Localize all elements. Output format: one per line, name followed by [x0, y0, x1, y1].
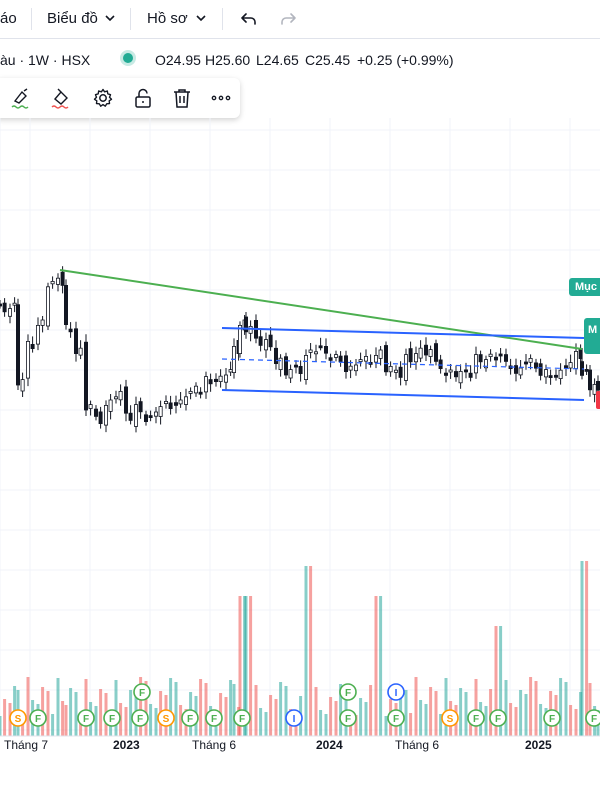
toolbar-divider — [222, 8, 223, 30]
chevron-down-icon[interactable] — [105, 13, 115, 23]
redo-icon[interactable] — [278, 9, 298, 29]
svg-text:S: S — [163, 714, 170, 725]
high-value: H25.60 — [205, 52, 251, 68]
channel-lower-line[interactable] — [221, 389, 585, 401]
close-value: C25.45 — [305, 52, 351, 68]
x-axis-label: 2025 — [525, 738, 552, 752]
svg-text:F: F — [187, 714, 193, 725]
x-axis-label: Tháng 7 — [4, 738, 49, 752]
symbol-title[interactable]: àu · 1W · HSX — [0, 52, 91, 68]
svg-text:F: F — [495, 714, 501, 725]
chart-drawings — [59, 269, 585, 401]
undo-icon[interactable] — [239, 9, 259, 29]
svg-text:F: F — [83, 714, 89, 725]
svg-text:F: F — [549, 714, 555, 725]
top-toolbar: áo Biểu đồ Hồ sơ — [0, 0, 600, 39]
svg-text:F: F — [473, 714, 479, 725]
profile-menu-button[interactable]: Hồ sơ — [147, 10, 188, 27]
current-price-marker — [596, 391, 600, 409]
trash-icon[interactable] — [171, 87, 193, 109]
channel-middle-line[interactable] — [221, 358, 585, 370]
descending-trendline[interactable] — [59, 269, 583, 350]
event-markers: S F F F F S F F F I F F S F F F F F F I — [9, 683, 600, 727]
market-status-dot — [123, 53, 133, 63]
svg-text:F: F — [109, 714, 115, 725]
open-value: O24.95 — [155, 52, 201, 68]
price-label-side: M — [584, 318, 600, 354]
svg-text:S: S — [447, 714, 454, 725]
price-label: Mục — [569, 278, 600, 296]
x-axis-label: 2023 — [113, 738, 140, 752]
svg-text:F: F — [211, 714, 217, 725]
chevron-down-icon[interactable] — [196, 13, 206, 23]
drawing-toolbar — [0, 78, 240, 118]
change-value: +0.25 (+0.99%) — [357, 52, 454, 68]
chart-menu-button[interactable]: Biểu đồ — [47, 10, 98, 27]
toolbar-divider — [31, 8, 32, 30]
settings-icon[interactable] — [92, 87, 114, 109]
toolbar-divider — [130, 8, 131, 30]
svg-text:F: F — [139, 688, 145, 699]
svg-text:F: F — [345, 714, 351, 725]
svg-text:F: F — [35, 714, 41, 725]
symbol-legend: àu · 1W · HSX O24.95 H25.60 L24.65 C25.4… — [0, 44, 600, 74]
svg-text:I: I — [293, 714, 296, 725]
line-color-icon[interactable] — [10, 87, 32, 109]
chart-grid — [0, 118, 600, 736]
x-axis-label: Tháng 6 — [192, 738, 237, 752]
channel-upper-line[interactable] — [221, 327, 585, 339]
more-icon[interactable] — [210, 87, 232, 109]
alerts-button[interactable]: áo — [0, 10, 17, 27]
svg-text:F: F — [393, 714, 399, 725]
price-chart[interactable]: S F F F F S F F F I F F S F F F F F F I — [0, 118, 600, 758]
svg-text:I: I — [395, 688, 398, 699]
fill-color-icon[interactable] — [50, 87, 72, 109]
unlock-icon[interactable] — [132, 87, 154, 109]
low-value: L24.65 — [256, 52, 299, 68]
x-axis-label: Tháng 6 — [395, 738, 440, 752]
svg-text:F: F — [239, 714, 245, 725]
svg-text:F: F — [591, 714, 597, 725]
svg-text:F: F — [137, 714, 143, 725]
x-axis-label: 2024 — [316, 738, 343, 752]
svg-text:F: F — [345, 688, 351, 699]
svg-text:S: S — [15, 714, 22, 725]
